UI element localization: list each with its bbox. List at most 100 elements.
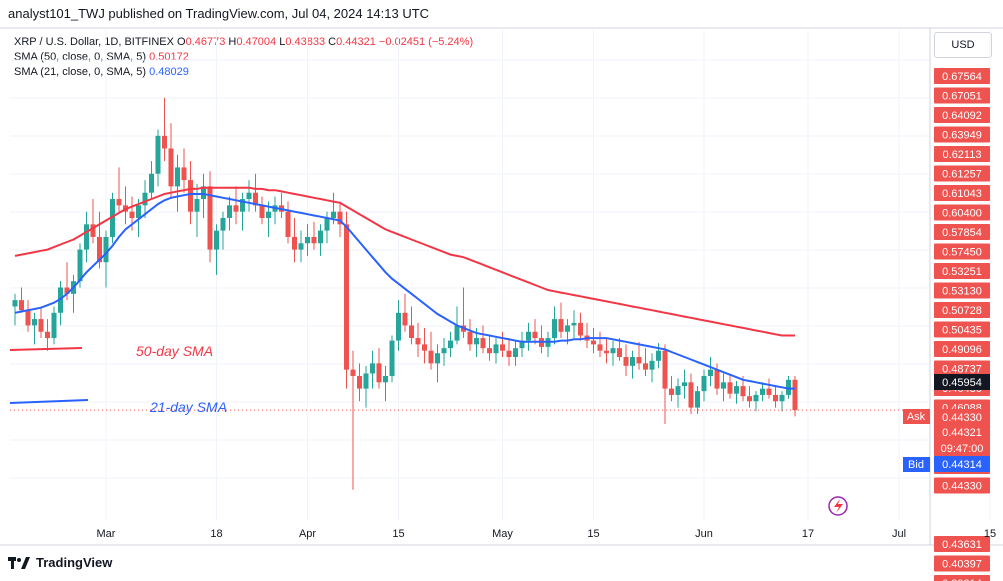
price-axis-label: 0.67564 — [934, 68, 990, 84]
candle-body — [136, 205, 141, 218]
candle-body — [669, 388, 674, 395]
candle-body — [188, 180, 193, 212]
candle-body — [357, 375, 362, 389]
tradingview-brand: TradingView — [36, 555, 113, 570]
close-value: 0.44321 — [336, 36, 376, 48]
candle-body — [168, 148, 174, 187]
low-label: L — [279, 36, 286, 48]
candle-body — [383, 375, 388, 383]
price-axis-label: 0.49096 — [934, 341, 990, 357]
candle-body — [396, 312, 401, 341]
price-axis-label: 0.53251 — [934, 263, 990, 279]
bid-tag: Bid — [903, 457, 930, 472]
candle-body — [448, 340, 453, 349]
candle-body — [519, 340, 525, 349]
candle-body — [155, 135, 161, 174]
symbol-label[interactable]: XRP / U.S. Dollar, 1D, BITFINEX — [14, 36, 174, 48]
candle-body — [747, 396, 752, 402]
candle-body — [370, 363, 375, 374]
x-tick-label: Jul — [892, 528, 906, 540]
currency-button[interactable]: USD — [934, 32, 992, 58]
candle-body — [77, 249, 83, 282]
tradingview-logo-icon — [8, 556, 30, 569]
candle-body — [604, 350, 609, 354]
sma21-line — [14, 193, 795, 390]
candle-body — [552, 319, 557, 339]
svg-text:0.49096: 0.49096 — [942, 344, 982, 356]
candle-body — [682, 382, 687, 387]
svg-text:0.53130: 0.53130 — [942, 286, 982, 298]
candle-body — [558, 319, 564, 332]
highlight-price-label: 0.44321 — [934, 424, 990, 440]
candle-body — [240, 199, 245, 212]
candle-body — [97, 236, 102, 263]
x-tick-label: 15 — [587, 528, 599, 540]
tradingview-footer[interactable]: TradingView — [8, 555, 112, 570]
candle-body — [435, 353, 440, 364]
svg-text:0.44321: 0.44321 — [942, 427, 982, 439]
candle-body — [350, 369, 356, 376]
candle-body — [285, 211, 291, 237]
candle-body — [331, 211, 336, 218]
svg-text:0.61257: 0.61257 — [942, 169, 982, 181]
candle-body — [792, 379, 798, 411]
svg-text:0.44330: 0.44330 — [942, 481, 982, 493]
candle-body — [298, 243, 304, 250]
candle-body — [181, 167, 187, 181]
high-value: 0.47004 — [236, 36, 277, 48]
candle-body — [675, 386, 681, 395]
candle-body — [201, 186, 206, 200]
candle-body — [688, 382, 694, 408]
candle-body — [266, 211, 271, 218]
x-tick-label: 17 — [802, 528, 814, 540]
svg-text:0.63949: 0.63949 — [942, 130, 982, 142]
candle-body — [721, 382, 726, 389]
candle-body — [656, 350, 661, 361]
price-axis-label: 0.43631 — [934, 536, 990, 552]
svg-text:0.67564: 0.67564 — [942, 71, 982, 83]
symbol-row: XRP / U.S. Dollar, 1D, BITFINEX O0.46773… — [14, 35, 473, 50]
price-axis-label: 0.50728 — [934, 302, 990, 318]
price-axis-label: 0.57450 — [934, 243, 990, 260]
candle-body — [643, 363, 648, 370]
sma50-annotation: 50-day SMA — [136, 343, 213, 359]
candle-body — [58, 287, 63, 313]
sma21-row[interactable]: SMA (21, close, 0, SMA, 5) 0.48029 — [14, 65, 473, 80]
price-axis-label: 0.44330 — [934, 477, 990, 494]
candle-body — [90, 224, 96, 237]
candle-body — [597, 344, 603, 351]
candle-body — [363, 373, 369, 389]
candle-body — [344, 224, 349, 370]
candle-body — [487, 348, 492, 354]
candle-body — [389, 340, 395, 376]
open-value: 0.46773 — [185, 36, 226, 48]
svg-text:0.50728: 0.50728 — [942, 305, 982, 317]
candle-body — [649, 360, 655, 370]
candle-body — [786, 379, 791, 395]
alert-bolt-icon — [834, 499, 843, 513]
candle-body — [207, 186, 213, 250]
candle-body — [376, 363, 382, 383]
svg-text:0.61043: 0.61043 — [942, 188, 982, 200]
candle-body — [454, 325, 460, 341]
candle-body — [311, 236, 317, 244]
ask-tag: Ask — [903, 409, 930, 424]
candle-body — [84, 224, 89, 250]
publish-header: analyst101_TWJ published on TradingView.… — [8, 6, 430, 21]
candle-body — [766, 388, 772, 395]
candle-body — [337, 211, 343, 225]
candle-body — [246, 192, 252, 200]
candle-body — [623, 357, 629, 366]
close-label: C — [328, 36, 337, 48]
highlight-price-label: 0.45954 — [934, 374, 990, 390]
price-axis-label: 0.40397 — [934, 555, 990, 572]
candle-body — [233, 205, 239, 212]
candle-body — [513, 348, 518, 358]
svg-text:0.57450: 0.57450 — [942, 247, 982, 259]
candle-body — [25, 310, 31, 326]
candle-body — [19, 300, 24, 311]
candle-body — [194, 199, 200, 212]
svg-text:0.40397: 0.40397 — [942, 559, 982, 571]
svg-text:0.53251: 0.53251 — [942, 266, 982, 278]
